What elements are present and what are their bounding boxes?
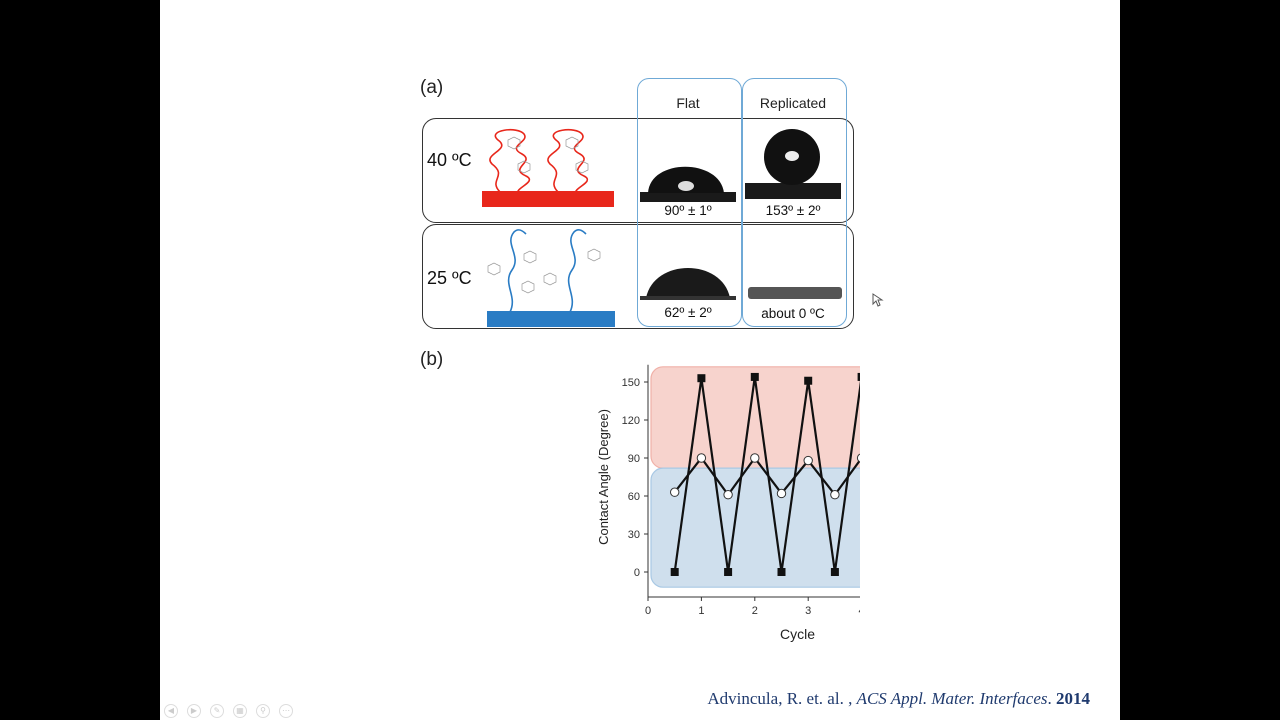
x-tick-label: 0: [645, 605, 651, 617]
y-tick-label: 60: [628, 491, 640, 503]
region-1: [650, 467, 860, 588]
x-axis-label: Cycle: [780, 626, 815, 642]
data-point-square: [857, 372, 860, 381]
contact-angle-chart: 0306090120150012345CycleContact Angle (D…: [596, 364, 860, 642]
data-point-circle: [696, 453, 707, 463]
citation-journal: ACS Appl. Mater. Interfaces: [856, 689, 1048, 708]
angle-replicated-40c: 153º ± 2º: [765, 203, 821, 218]
polymer-collapsed-illustration: [489, 128, 589, 195]
row-25c-box: [422, 224, 854, 329]
panel-b-label: (b): [420, 349, 444, 370]
polymer-extended-illustration: [487, 229, 601, 313]
x-tick-label: 2: [752, 605, 758, 617]
data-point-square: [830, 568, 839, 576]
data-point-square: [724, 568, 733, 576]
citation-year: 2014: [1056, 689, 1090, 708]
citation-authors: Advincula, R. et. al. ,: [707, 689, 857, 708]
angle-flat-40c: 90º ± 1º: [664, 203, 712, 218]
x-tick-label: 1: [698, 605, 704, 617]
data-point-circle: [830, 490, 840, 500]
data-point-square: [804, 376, 813, 385]
droplet-replicated-25c: [748, 287, 842, 299]
droplet-replicated-40c: [745, 129, 841, 199]
data-point-square: [697, 374, 706, 383]
series-line-1: [673, 456, 860, 497]
citation: Advincula, R. et. al. , ACS Appl. Mater.…: [707, 689, 1090, 709]
y-tick-label: 120: [622, 415, 640, 427]
data-point-square: [777, 568, 786, 576]
data-point-square: [750, 372, 759, 381]
y-axis-label: Contact Angle (Degree): [596, 409, 611, 545]
angle-replicated-25c: about 0 ºC: [761, 306, 825, 321]
substrate-25c: [487, 311, 615, 327]
mouse-cursor-icon: [872, 293, 884, 307]
y-tick-label: 0: [634, 567, 640, 579]
substrate-40c: [482, 191, 614, 207]
more-options-icon[interactable]: ⋯: [279, 704, 293, 718]
y-tick-label: 150: [622, 377, 640, 389]
pen-icon[interactable]: ✎: [210, 704, 224, 718]
slides-icon[interactable]: ▦: [233, 704, 247, 718]
column-flat-box: [637, 78, 742, 327]
angle-flat-25c: 62º ± 2º: [664, 305, 712, 320]
y-tick-label: 90: [628, 453, 640, 465]
panel-a-label: (a): [420, 77, 444, 98]
data-point-circle: [803, 455, 813, 466]
previous-slide-icon[interactable]: ◀: [164, 704, 178, 718]
data-point-circle: [723, 490, 733, 500]
slide: (a) Flat Replicated 40 ºC 25 ºC: [160, 0, 1120, 720]
data-point-square: [670, 568, 679, 576]
citation-sep: .: [1047, 689, 1056, 708]
data-point-circle: [776, 488, 787, 499]
column-replicated-title: Replicated: [759, 95, 827, 111]
next-slide-icon[interactable]: ▶: [187, 704, 201, 718]
x-tick-label: 3: [805, 605, 811, 617]
row-40c-box: [422, 118, 854, 223]
column-flat-title: Flat: [676, 95, 700, 111]
data-point-circle: [750, 453, 760, 463]
y-tick-label: 30: [628, 529, 640, 541]
row-40c-label: 40 ºC: [427, 150, 472, 170]
droplet-flat-40c: [640, 166, 736, 202]
data-point-circle: [670, 487, 680, 497]
column-replicated-box: [742, 78, 847, 327]
zoom-icon[interactable]: ⚲: [256, 704, 270, 718]
row-25c-label: 25 ºC: [427, 268, 472, 288]
data-point-circle: [856, 453, 860, 463]
droplet-flat-25c: [640, 268, 736, 300]
x-tick-label: 4: [859, 605, 860, 617]
